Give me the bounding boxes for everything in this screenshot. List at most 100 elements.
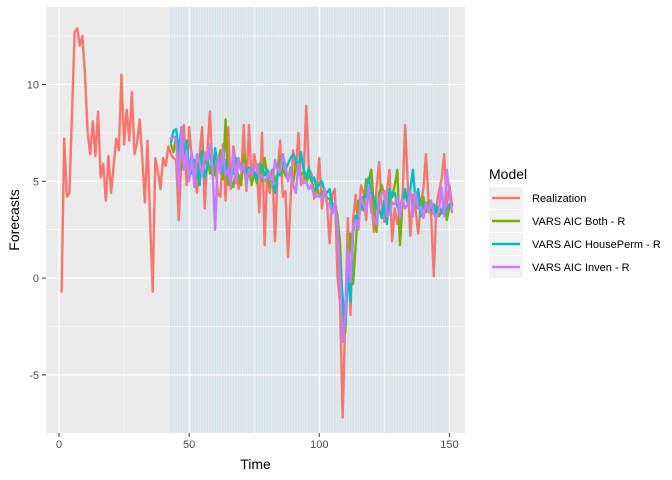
- forecast-band-strip: [380, 7, 383, 433]
- forecast-band-strip: [281, 7, 284, 433]
- series-line-vars-aic-inven-r: [169, 125, 454, 344]
- forecast-band-strip: [419, 7, 422, 433]
- x-tick-label: 0: [56, 439, 62, 451]
- forecast-band-strip: [341, 7, 344, 433]
- forecast-band-strip: [440, 7, 443, 433]
- legend-item-vars-aic-inven-r: VARS AIC Inven - R: [489, 256, 630, 278]
- y-tick-label: -5: [29, 370, 39, 382]
- x-tick-label: 100: [310, 439, 328, 451]
- forecast-band-strip: [190, 7, 193, 433]
- forecast-band-strip: [209, 7, 211, 433]
- legend-label: Realization: [532, 193, 586, 205]
- forecast-band-strip: [255, 7, 258, 433]
- forecast-band-strip: [307, 7, 310, 433]
- forecast-band-strip: [406, 7, 409, 433]
- forecast-band-strip: [427, 7, 430, 433]
- y-tick-label: 5: [33, 176, 39, 188]
- forecast-band-strip: [183, 7, 185, 433]
- legend: Model Realization VARS AIC Both - R VARS A…: [489, 166, 661, 278]
- forecast-band-strip: [422, 7, 425, 433]
- forecast-band-strip: [360, 7, 362, 433]
- forecast-band-strip: [172, 7, 175, 433]
- forecast-band-strip: [196, 7, 198, 433]
- forecast-band-strip: [297, 7, 300, 433]
- forecast-band-strip: [412, 7, 414, 433]
- forecast-band-strip: [432, 7, 435, 433]
- forecast-band-strip: [279, 7, 282, 433]
- forecast-band-strip: [443, 7, 446, 433]
- forecast-band-strip: [198, 7, 201, 433]
- forecast-band-strip: [349, 7, 352, 433]
- forecast-band-strip: [232, 7, 235, 433]
- forecast-band-strip: [305, 7, 308, 433]
- legend-item-vars-aic-both-r: VARS AIC Both - R: [489, 210, 625, 232]
- forecast-band-strip: [237, 7, 240, 433]
- forecast-band-strip: [331, 7, 334, 433]
- forecast-band-strip: [362, 7, 365, 433]
- forecast-band-strip: [292, 7, 295, 433]
- forecast-band-strip: [250, 7, 253, 433]
- legend-label: VARS AIC Both - R: [532, 216, 625, 228]
- forecast-band-strip: [219, 7, 222, 433]
- grid-lines: [46, 7, 465, 433]
- forecast-band-strip: [438, 7, 440, 433]
- legend-item-realization: Realization: [489, 187, 586, 209]
- forecast-band-strip: [175, 7, 178, 433]
- forecast-band-strip: [404, 7, 407, 433]
- forecast-band-strip: [339, 7, 341, 433]
- series-lines: [60, 27, 454, 419]
- forecast-band-strip: [300, 7, 302, 433]
- forecast-band-strip: [258, 7, 261, 433]
- forecast-band-strip: [328, 7, 331, 433]
- forecast-band-strip: [193, 7, 196, 433]
- forecast-band-strip: [170, 7, 172, 433]
- forecast-band-strip: [201, 7, 204, 433]
- forecast-band-strip: [294, 7, 297, 433]
- legend-label: VARS AIC HousePerm - R: [532, 239, 661, 251]
- forecast-band-strip: [425, 7, 427, 433]
- forecast-band-strip: [222, 7, 224, 433]
- forecast-band-strip: [287, 7, 289, 433]
- forecast-band-strip: [302, 7, 305, 433]
- forecast-band-strip: [224, 7, 227, 433]
- forecast-band-strip: [206, 7, 209, 433]
- x-axis: 0 50 100 150: [56, 433, 459, 451]
- forecast-band-strip: [315, 7, 318, 433]
- forecast-band-strip: [276, 7, 279, 433]
- forecast-band-strip: [242, 7, 245, 433]
- forecast-band-strip: [211, 7, 214, 433]
- x-tick-label: 150: [440, 439, 458, 451]
- forecast-band-strip: [245, 7, 248, 433]
- y-tick-label: 10: [27, 79, 39, 91]
- legend-label: VARS AIC Inven - R: [532, 262, 630, 274]
- forecast-band-strip: [378, 7, 381, 433]
- forecast-band-strip: [248, 7, 250, 433]
- y-axis-title: Forecasts: [6, 189, 22, 250]
- forecast-band-strip: [235, 7, 237, 433]
- x-axis-title: Time: [240, 456, 271, 472]
- x-tick-label: 50: [183, 439, 195, 451]
- forecast-band-strip: [203, 7, 206, 433]
- forecast-band-strip: [388, 7, 391, 433]
- forecast-band-strip: [229, 7, 232, 433]
- forecast-band-strip: [266, 7, 269, 433]
- forecast-band-strip: [240, 7, 243, 433]
- forecast-band-strip: [320, 7, 323, 433]
- forecast-band-strip: [310, 7, 313, 433]
- legend-item-vars-aic-houseperm-r: VARS AIC HousePerm - R: [489, 233, 661, 255]
- forecast-band-strip: [261, 7, 263, 433]
- legend-title: Model: [489, 166, 527, 182]
- forecast-band-strip: [216, 7, 219, 433]
- forecast-band-strip: [344, 7, 347, 433]
- forecast-band-strip: [271, 7, 274, 433]
- forecast-band-strip: [367, 7, 370, 433]
- forecast-band-strip: [180, 7, 183, 433]
- forecast-band-strip: [370, 7, 373, 433]
- forecast-band-strip: [417, 7, 420, 433]
- forecast-band-strip: [313, 7, 315, 433]
- forecast-band-strip: [185, 7, 188, 433]
- y-tick-label: 0: [33, 273, 39, 285]
- forecast-band-strip: [268, 7, 271, 433]
- forecast-band-strip: [323, 7, 326, 433]
- forecast-band-strip: [227, 7, 230, 433]
